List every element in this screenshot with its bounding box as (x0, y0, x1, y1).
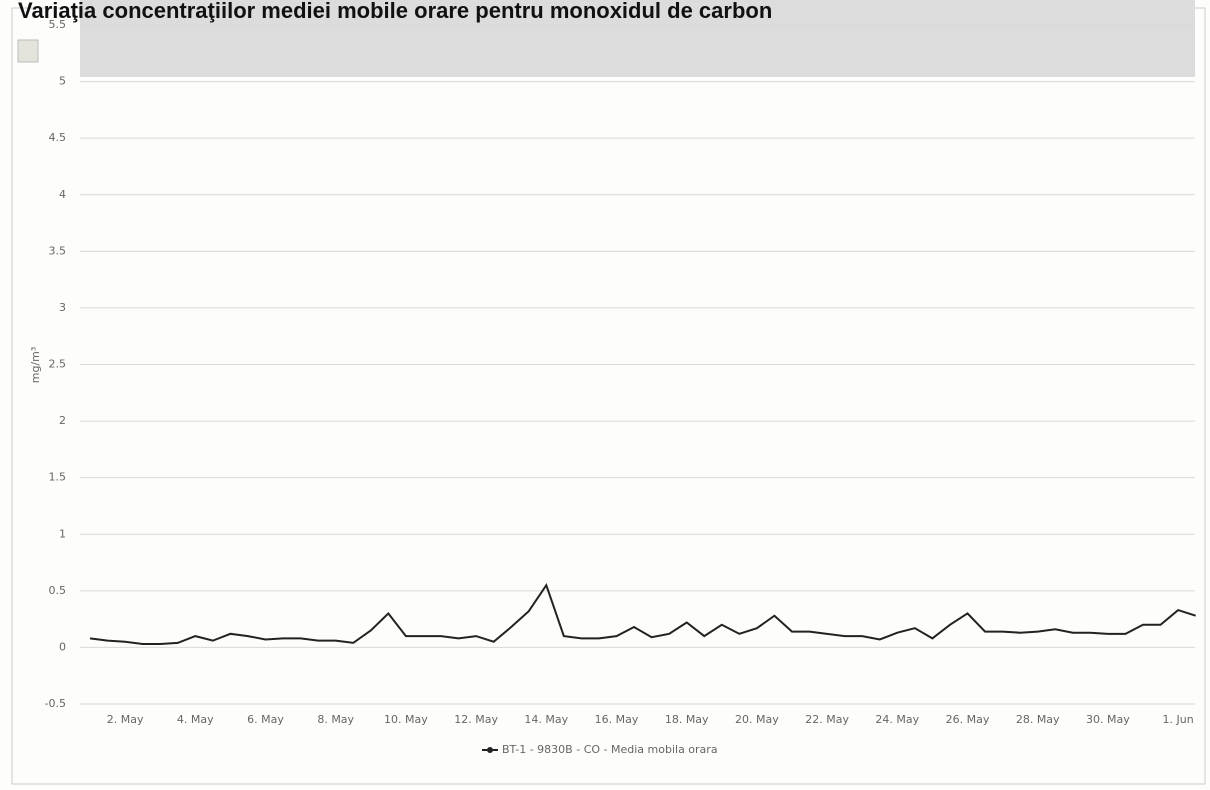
x-tick-label: 26. May (946, 713, 990, 726)
legend-label: BT-1 - 9830B - CO - Media mobila orara (502, 743, 718, 756)
y-tick-label: 0.5 (49, 584, 67, 597)
y-tick-label: 0 (59, 640, 66, 653)
x-tick-label: 14. May (524, 713, 568, 726)
y-tick-label: 2.5 (49, 358, 67, 371)
y-tick-label: 4.5 (49, 131, 67, 144)
x-tick-label: 18. May (665, 713, 709, 726)
x-tick-label: 12. May (454, 713, 498, 726)
x-tick-label: 8. May (317, 713, 354, 726)
header-band (80, 0, 1195, 77)
y-tick-label: 4 (59, 188, 66, 201)
x-tick-label: 20. May (735, 713, 779, 726)
y-tick-label: 1.5 (49, 471, 67, 484)
x-tick-label: 24. May (875, 713, 919, 726)
frame (11, 7, 1206, 785)
y-tick-label: 1 (59, 527, 66, 540)
x-tick-label: 30. May (1086, 713, 1130, 726)
chart-title: Variaţia concentraţiilor mediei mobile o… (18, 0, 772, 23)
x-tick-label: 10. May (384, 713, 428, 726)
x-tick-label: 22. May (805, 713, 849, 726)
x-tick-label: 28. May (1016, 713, 1060, 726)
y-tick-label: 5 (59, 75, 66, 88)
legend-dot (487, 747, 493, 753)
x-tick-label: 4. May (177, 713, 214, 726)
x-tick-label: 16. May (595, 713, 639, 726)
x-tick-label: 1. Jun (1163, 713, 1194, 726)
y-tick-label: 3.5 (49, 244, 67, 257)
y-tick-label: 5.5 (49, 18, 67, 31)
x-tick-label: 2. May (107, 713, 144, 726)
y-tick-label: -0.5 (45, 697, 66, 710)
y-tick-label: 2 (59, 414, 66, 427)
y-tick-label: 3 (59, 301, 66, 314)
x-tick-label: 6. May (247, 713, 284, 726)
y-axis-label: mg/m³ (29, 347, 42, 384)
menu-icon[interactable] (17, 39, 39, 63)
line-series (89, 582, 1196, 646)
